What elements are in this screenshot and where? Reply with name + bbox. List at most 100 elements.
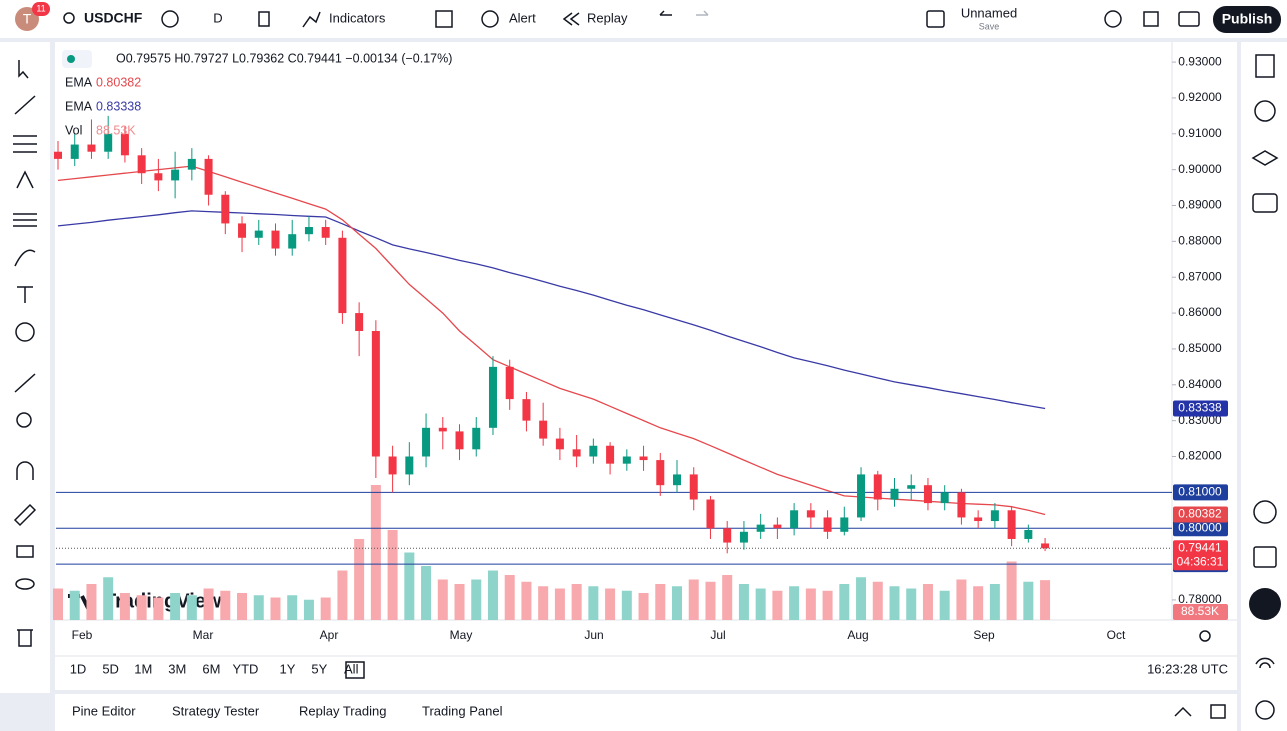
timeframe-button[interactable]: 3M	[168, 661, 186, 676]
timeframe-button[interactable]: 6M	[202, 661, 220, 676]
indicator-name[interactable]: Vol	[65, 123, 82, 137]
apps-button[interactable]	[1249, 588, 1281, 620]
stream-icon[interactable]	[1255, 657, 1275, 669]
candle-body	[873, 474, 882, 500]
line-tool[interactable]	[14, 95, 36, 115]
volume-bar	[973, 586, 984, 620]
layout-icon[interactable]	[926, 10, 945, 28]
indicators[interactable]: Indicators	[329, 10, 386, 25]
price-badge-label: 0.83338	[1178, 401, 1222, 415]
bottom-tab[interactable]: Strategy Tester	[172, 703, 260, 718]
fullscreen-icon[interactable]	[1143, 11, 1159, 27]
bottom-tab[interactable]: Trading Panel	[422, 703, 503, 718]
save-label[interactable]: Save	[979, 21, 1000, 31]
volume-bar	[839, 584, 850, 620]
help-icon[interactable]	[1255, 700, 1275, 720]
layout-name[interactable]: Unnamed	[961, 5, 1017, 20]
pattern-tool[interactable]	[16, 170, 34, 189]
timeframe-button[interactable]: 5D	[102, 661, 119, 676]
indicators-icon[interactable]	[302, 11, 321, 28]
chat-icon[interactable]	[1252, 193, 1278, 213]
price-badge	[1173, 540, 1228, 571]
fib-tool[interactable]	[13, 135, 37, 153]
replay-icon[interactable]	[562, 12, 580, 26]
avatar[interactable]	[15, 7, 39, 31]
candle-body	[238, 223, 247, 238]
x-tick-label: Oct	[1107, 628, 1126, 642]
y-tick-label: 0.89000	[1178, 198, 1222, 212]
right-toolbar	[1241, 42, 1287, 731]
candle-body	[555, 438, 564, 450]
volume-bar	[354, 539, 365, 620]
clock: 16:23:28 UTC	[1147, 661, 1228, 676]
maximize-icon[interactable]	[1210, 704, 1226, 719]
brush-tool[interactable]	[14, 249, 36, 267]
target-icon[interactable]	[1253, 500, 1277, 524]
symbol[interactable]: USDCHF	[84, 10, 143, 26]
lock-tool[interactable]	[16, 545, 34, 558]
price-badge-label: 0.80382	[1178, 507, 1222, 521]
ohlc-legend: O0.79575 H0.79727 L0.79362 C0.79441 −0.0…	[116, 51, 452, 65]
volume-bar	[638, 593, 649, 620]
replay[interactable]: Replay	[587, 10, 628, 25]
date-range-icon[interactable]	[345, 661, 365, 679]
candle-body	[120, 133, 129, 156]
ruler-tool[interactable]	[14, 373, 36, 393]
bottom-tab[interactable]: Pine Editor	[72, 703, 136, 718]
alert[interactable]: Alert	[509, 10, 536, 25]
alert-icon[interactable]	[481, 10, 499, 28]
alerts-icon[interactable]	[1254, 100, 1276, 122]
volume-bar	[1023, 581, 1034, 620]
y-tick-label: 0.85000	[1178, 341, 1222, 355]
search-icon[interactable]	[63, 12, 75, 24]
candle-body	[622, 456, 631, 464]
volume-bar	[1040, 580, 1051, 620]
indicator-name[interactable]: EMA	[65, 75, 93, 89]
collapse-icon[interactable]	[1174, 706, 1192, 717]
volume-bar	[872, 581, 883, 620]
indicator-name[interactable]: EMA	[65, 99, 93, 113]
candle-body	[422, 427, 431, 457]
timeframe-button[interactable]: 1Y	[279, 661, 295, 676]
timeframe-button[interactable]: YTD	[232, 661, 258, 676]
timeframe-button[interactable]: 5Y	[311, 661, 327, 676]
x-tick-label: Feb	[72, 628, 93, 642]
candle-body	[673, 474, 682, 486]
undo-icon[interactable]	[659, 10, 672, 16]
templates-icon[interactable]	[435, 10, 453, 28]
volume-bar	[504, 575, 515, 620]
lock-draw-tool[interactable]	[13, 503, 37, 527]
price-badge	[1173, 400, 1228, 417]
publish-button[interactable]	[1213, 6, 1281, 33]
level-label: 0.80000	[1178, 520, 1222, 534]
timeframe-button[interactable]: 1M	[134, 661, 152, 676]
snapshot-icon[interactable]	[1178, 11, 1200, 27]
timeframe-button[interactable]: 1D	[70, 661, 87, 676]
candle-body	[405, 456, 414, 475]
visibility-tool[interactable]	[15, 578, 35, 590]
volume-bar	[421, 566, 432, 620]
watchlist-icon[interactable]	[1255, 54, 1275, 78]
text-tool[interactable]	[17, 286, 33, 303]
interval[interactable]: D	[213, 10, 222, 25]
magnet-tool[interactable]	[16, 461, 34, 480]
trash-tool[interactable]	[17, 629, 33, 647]
settings-icon[interactable]	[1104, 10, 1122, 28]
volume-bar	[153, 597, 164, 620]
layers-icon[interactable]	[1251, 150, 1279, 166]
candle-body	[739, 531, 748, 543]
bottom-tab[interactable]: Replay Trading	[299, 703, 386, 718]
timeframe-button[interactable]: All	[344, 661, 359, 676]
chart-type-icon[interactable]	[258, 11, 270, 27]
projection-tool[interactable]	[13, 213, 37, 227]
publish[interactable]: Publish	[1222, 11, 1273, 27]
calendar-icon[interactable]	[1253, 546, 1277, 568]
candle-body	[823, 517, 832, 532]
axis-settings-icon[interactable]	[1199, 630, 1211, 642]
add-symbol-icon[interactable]	[161, 10, 179, 28]
cursor-tool[interactable]	[18, 60, 29, 79]
zoom-tool[interactable]	[16, 412, 32, 428]
candle-body	[656, 460, 665, 486]
emoji-tool[interactable]	[15, 322, 35, 342]
